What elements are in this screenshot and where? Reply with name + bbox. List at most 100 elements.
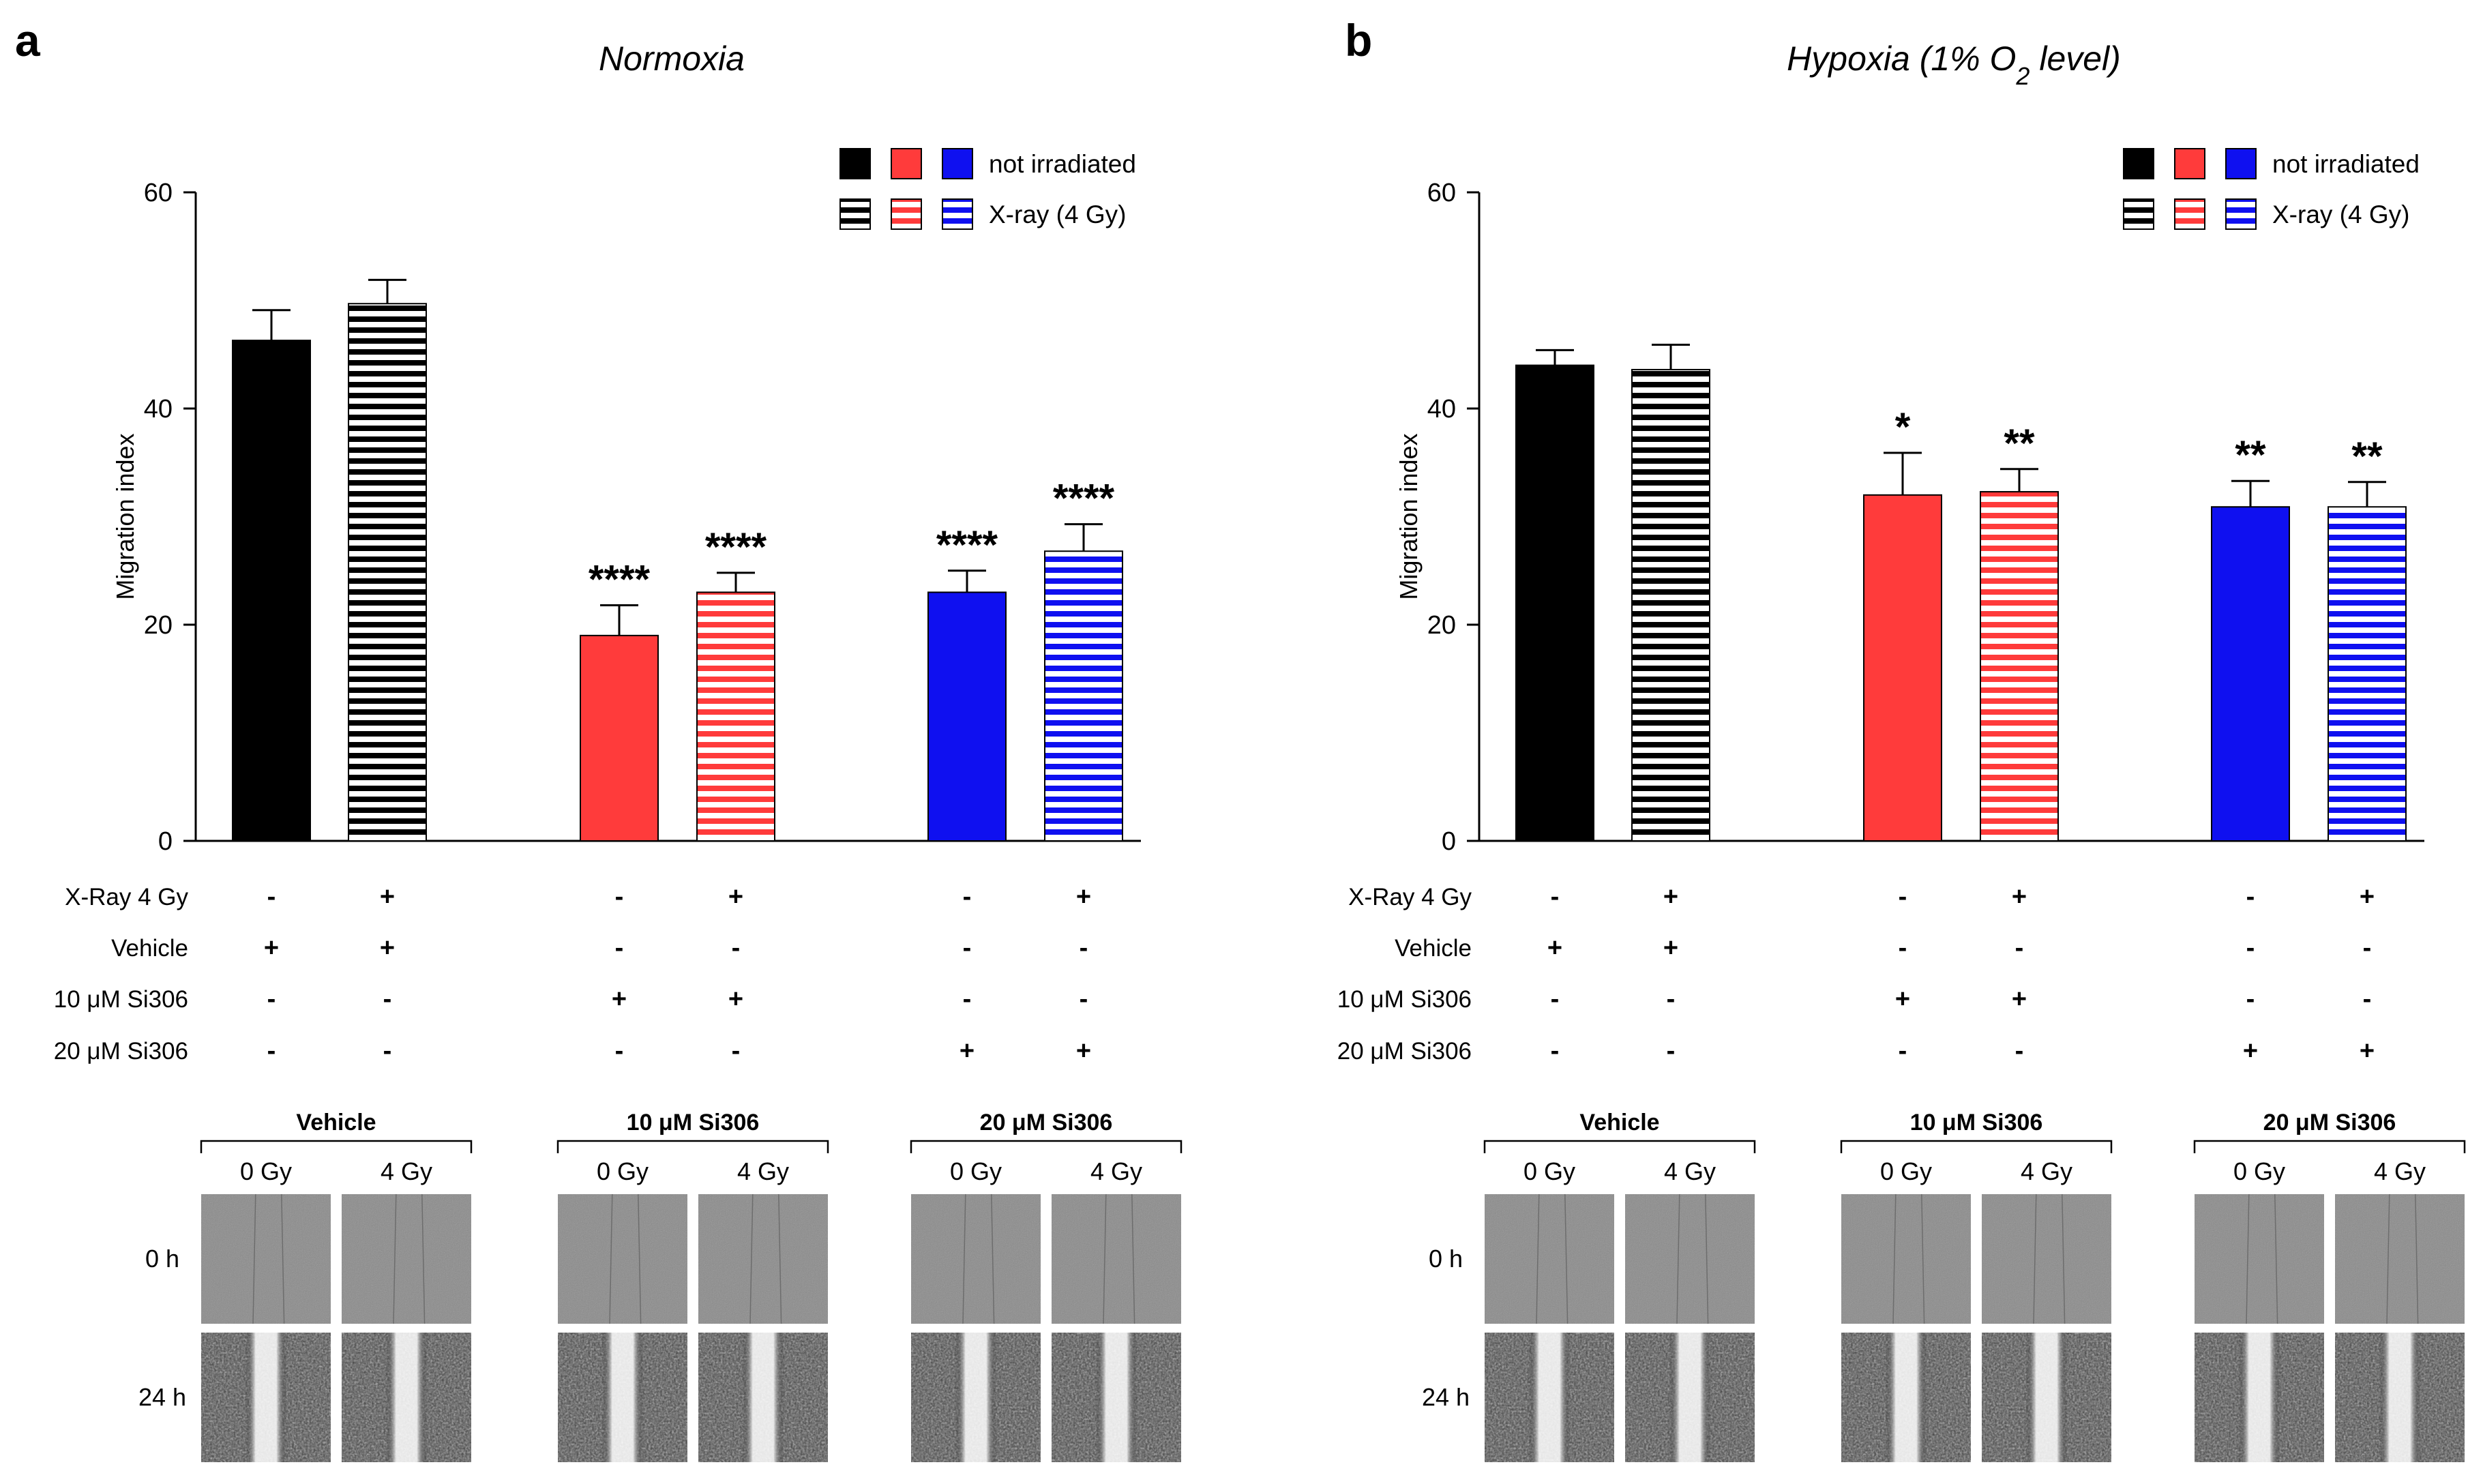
dose-label: 0 Gy (240, 1157, 292, 1185)
dose-label: 4 Gy (1090, 1157, 1142, 1185)
y-tick-label: 0 (1442, 827, 1456, 856)
condition-label: X-Ray 4 Gy (1348, 884, 1472, 910)
condition-sign: + (380, 882, 395, 911)
wound-edge (638, 1193, 642, 1324)
significance-label: **** (589, 557, 651, 602)
legend-swatch (2174, 198, 2205, 230)
micrograph-texture (698, 1194, 828, 1324)
dose-label: 4 Gy (2021, 1157, 2072, 1185)
condition-label: Vehicle (111, 935, 188, 962)
significance-label: * (1895, 405, 1911, 449)
condition-label: 20 μM Si306 (54, 1038, 188, 1065)
legend-label: X-ray (4 Gy) (2272, 201, 2409, 228)
condition-sign: - (963, 882, 972, 911)
dose-label: 4 Gy (381, 1157, 432, 1185)
wound-edge (281, 1193, 285, 1324)
condition-sign: - (267, 882, 276, 911)
micrograph-0-1-0 (1625, 1193, 1755, 1324)
micrograph-0-1-1 (1625, 1333, 1755, 1462)
legend-swatch (891, 198, 922, 230)
condition-sign: + (2243, 1037, 2258, 1065)
legend-label: X-ray (4 Gy) (989, 201, 1126, 228)
micrograph-texture (1052, 1194, 1181, 1324)
bar (1515, 364, 1594, 842)
wound-edge (778, 1193, 782, 1324)
micrograph-texture (2335, 1194, 2465, 1324)
condition-sign: - (2246, 934, 2255, 962)
condition-sign: - (963, 934, 972, 962)
condition-label: 10 μM Si306 (1337, 986, 1472, 1013)
micrograph-texture (2195, 1194, 2324, 1324)
dose-label: 0 Gy (950, 1157, 1002, 1185)
micrograph-1-1-1 (698, 1333, 828, 1462)
bar (696, 591, 775, 842)
group-bracket (1840, 1140, 2113, 1153)
condition-sign: - (1551, 985, 1560, 1013)
panel-letter: b (1345, 15, 1372, 65)
wound-gap (342, 1333, 471, 1462)
micrograph-0-1-1 (342, 1333, 471, 1462)
condition-sign: - (2015, 934, 2024, 962)
condition-sign: - (2363, 934, 2372, 962)
wound-gap (1982, 1333, 2111, 1462)
micrograph-2-0-0 (911, 1193, 1041, 1324)
dose-label: 4 Gy (737, 1157, 789, 1185)
micrograph-texture (1485, 1194, 1614, 1324)
y-tick-label: 40 (1427, 395, 1456, 424)
wound-gap (2335, 1333, 2465, 1462)
chart-title: Hypoxia (1% O2 level) (1787, 40, 2121, 90)
micrograph-texture (558, 1194, 687, 1324)
condition-sign: - (383, 985, 392, 1013)
micrograph-2-1-0 (2335, 1193, 2465, 1324)
chart-title-main: Hypoxia (1% O (1787, 40, 2016, 78)
condition-sign: - (1899, 882, 1907, 911)
condition-sign: + (2360, 882, 2375, 911)
y-tick-label: 60 (1427, 179, 1456, 207)
significance-label: ** (2351, 434, 2383, 479)
wound-gap (558, 1333, 687, 1462)
condition-label: X-Ray 4 Gy (65, 884, 188, 910)
condition-sign: - (1551, 882, 1560, 911)
time-label: 24 h (138, 1383, 186, 1411)
wound-gap (1485, 1333, 1614, 1462)
condition-sign: + (1663, 934, 1678, 962)
condition-sign: - (267, 1037, 276, 1065)
wound-edge (749, 1193, 754, 1324)
bar (348, 303, 427, 842)
wound-edge (1676, 1193, 1680, 1324)
condition-sign: - (615, 934, 624, 962)
wound-edge (2386, 1193, 2390, 1324)
micrograph-texture (201, 1194, 331, 1324)
time-label: 0 h (145, 1245, 179, 1273)
condition-sign: + (264, 934, 279, 962)
micrograph-texture (1982, 1194, 2111, 1324)
condition-sign: - (1080, 985, 1088, 1013)
y-tick-label: 0 (158, 827, 173, 856)
micrograph-2-0-1 (2195, 1333, 2324, 1462)
panel-a: a Normoxia 0 20 40 60 Migration index **** **** *… (15, 15, 1183, 1462)
time-label: 0 h (1429, 1245, 1463, 1273)
wound-edge (1564, 1193, 1568, 1324)
wound-edge (1705, 1193, 1709, 1324)
condition-label: 10 μM Si306 (54, 986, 188, 1013)
micrograph-1-1-0 (1982, 1193, 2111, 1324)
legend-swatch (839, 148, 871, 179)
legend-swatch (2225, 148, 2257, 179)
condition-label: Vehicle (1395, 935, 1472, 962)
dose-label: 4 Gy (1664, 1157, 1716, 1185)
micrograph-0-1-0 (342, 1193, 471, 1324)
wound-gap (698, 1333, 828, 1462)
condition-sign: + (1547, 934, 1562, 962)
micrograph-0-0-0 (201, 1193, 331, 1324)
condition-sign: - (2015, 1037, 2024, 1065)
group-bracket (910, 1140, 1183, 1153)
significance-label: ** (2004, 421, 2035, 466)
legend-swatch (2123, 148, 2154, 179)
condition-sign: - (383, 1037, 392, 1065)
chart-title-subscript: 2 (2015, 62, 2029, 90)
condition-sign: - (1080, 934, 1088, 962)
dose-label: 0 Gy (2233, 1157, 2285, 1185)
condition-sign: + (1663, 882, 1678, 911)
wound-edge (2415, 1193, 2419, 1324)
